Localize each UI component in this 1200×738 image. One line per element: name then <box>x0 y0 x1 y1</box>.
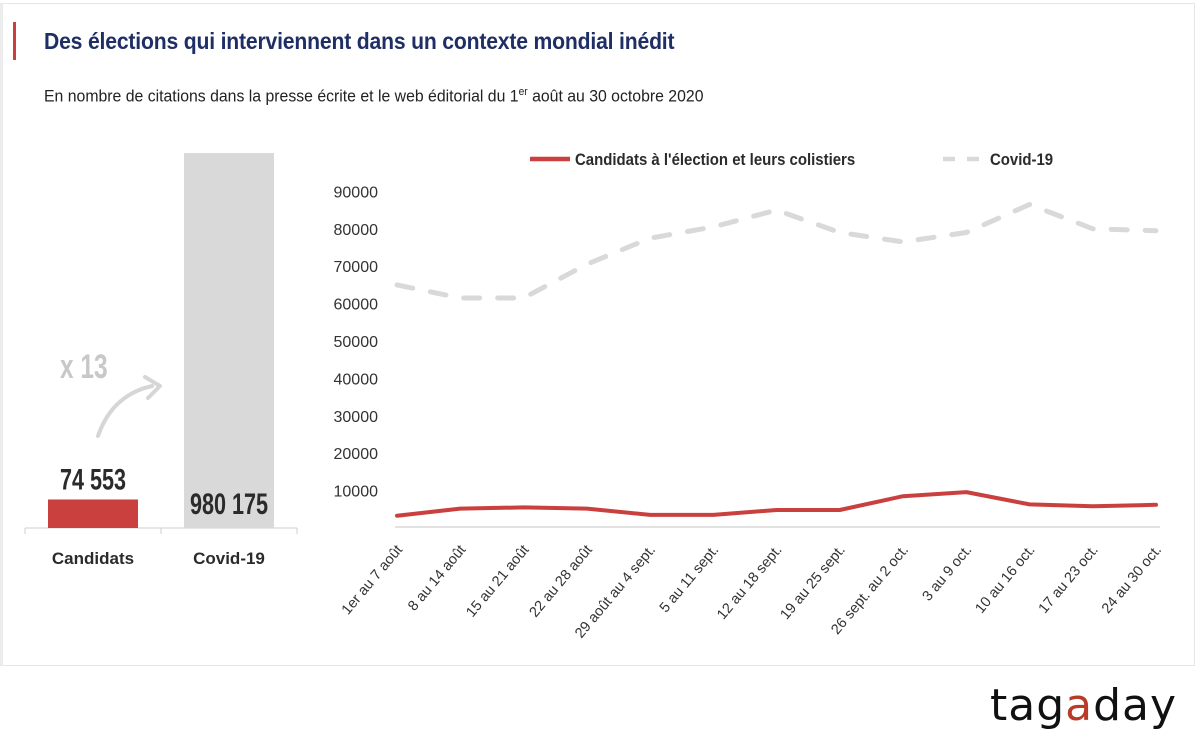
subtitle-text: En nombre de citations dans la presse éc… <box>44 86 519 106</box>
subtitle-text-end: août au 30 octobre 2020 <box>527 86 704 106</box>
x-tick-label: 12 au 18 sept. <box>714 542 785 623</box>
legend-label-covid: Covid-19 <box>990 151 1053 169</box>
y-tick-label: 50000 <box>334 334 379 351</box>
page-title: Des élections qui interviennent dans un … <box>44 28 675 54</box>
y-tick-label: 70000 <box>334 259 379 276</box>
bar-chart: 74 553 Candidats 980 175 Covid-19 x 13 <box>24 153 298 568</box>
ratio-annotation: x 13 <box>60 348 108 386</box>
y-tick-label: 30000 <box>334 409 379 426</box>
line-series-candidats <box>395 490 1158 518</box>
x-tick-label: 15 au 21 août <box>463 542 532 620</box>
subtitle: En nombre de citations dans la presse éc… <box>44 86 703 107</box>
line-chart: 10000 20000 30000 40000 50000 60000 70000 80000… <box>334 151 1166 641</box>
logo-text: tag <box>990 680 1066 731</box>
curved-arrow-icon <box>96 384 154 438</box>
y-tick-label: 80000 <box>334 222 379 239</box>
x-tick-label: 19 au 25 sept. <box>777 542 848 623</box>
y-tick-label: 10000 <box>334 484 379 501</box>
subtitle-superscript: er <box>518 86 528 98</box>
logo-highlight: a <box>1065 680 1094 731</box>
bar-category-label: Covid-19 <box>193 549 265 568</box>
x-tick-label: 24 au 30 oct. <box>1099 542 1165 617</box>
y-tick-label: 60000 <box>334 297 379 314</box>
x-tick-label: 1er au 7 août <box>339 542 406 618</box>
legend-label-candidats: Candidats à l'élection et leurs colistie… <box>575 151 855 169</box>
x-tick-label: 10 au 16 oct. <box>972 542 1038 617</box>
x-tick-label: 17 au 23 oct. <box>1036 542 1102 617</box>
logo-text-end: day <box>1093 680 1178 731</box>
bar-category-label: Candidats <box>52 549 134 568</box>
title-accent-bar <box>13 22 16 60</box>
y-tick-label: 40000 <box>334 371 379 388</box>
line-series-covid <box>394 202 1159 301</box>
bar-value-label: 74 553 <box>60 462 126 496</box>
bar-covid <box>184 153 274 528</box>
x-tick-label: 8 au 14 août <box>405 542 469 614</box>
y-tick-label: 90000 <box>334 184 379 201</box>
tagaday-logo: tagaday <box>990 684 1177 728</box>
x-tick-label: 22 au 28 août <box>527 542 596 620</box>
bar-candidats <box>48 499 138 528</box>
x-tick-label: 3 au 9 oct. <box>920 542 976 604</box>
bar-value-label: 980 175 <box>190 486 268 520</box>
x-tick-label: 5 au 11 sept. <box>657 542 722 616</box>
y-tick-label: 20000 <box>334 446 379 463</box>
arrow-head-icon <box>143 375 162 400</box>
